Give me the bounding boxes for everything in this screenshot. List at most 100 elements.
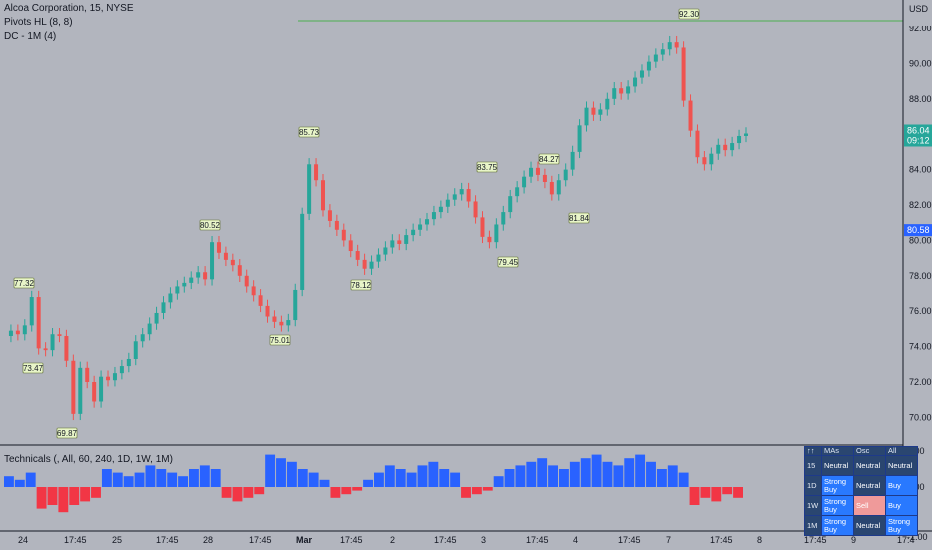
histogram-bar [515,465,526,487]
candle-body [265,305,270,317]
pivot-label: 77.32 [14,279,35,288]
candle-body [626,86,631,94]
time-tick-label: 17:45 [434,535,457,545]
histogram-bar [36,487,47,509]
pivot-label: 83.75 [477,163,498,172]
candle-body [133,341,138,359]
time-tick-label: 17:45 [156,535,179,545]
histogram-bar [145,465,156,487]
candle-body [549,181,554,195]
histogram-bar [384,465,395,487]
time-tick-label: 8 [757,535,762,545]
histogram-bar [91,487,101,498]
histogram-bar [428,461,439,487]
histogram-bar [243,487,254,498]
candle-body [445,199,450,207]
histogram-bar [482,487,493,491]
pivot-label: 84.27 [539,155,560,164]
price-tick-label: 72.00 [909,377,932,387]
table-cell-osc: Sell [853,495,886,516]
price-tick-label: 84.00 [909,165,932,175]
histogram-bar [537,458,548,487]
histogram-bar [286,461,297,487]
pivot-label-box [476,161,498,173]
candle-body [175,286,180,294]
candle-body [494,224,499,243]
time-tick-label: 17:45 [340,535,363,545]
candle-body [112,373,117,381]
histogram-bar [101,469,112,487]
histogram-bar [352,487,363,491]
technicals-legend[interactable]: Technicals (, All, 60, 240, 1D, 1W, 1M) [4,454,173,465]
histogram-bar [602,461,613,487]
histogram-bar [254,487,265,495]
dc-level-label: 80.58 [907,225,930,235]
symbol-legend[interactable]: Alcoa Corporation, 15, NYSE [4,3,134,14]
technicals-histogram [4,454,743,513]
candle-body [182,282,187,287]
price-tick-label: 82.00 [909,200,932,210]
table-row-label: 15 [804,455,822,476]
pivot-label-box [199,219,221,231]
histogram-bar [406,472,417,487]
histogram-bar [439,469,450,487]
table-row-label: 1W [804,495,822,516]
currency-label: USD [909,4,929,14]
histogram-bar [646,461,656,487]
table-row-label: 1M [804,515,822,536]
candle-body [535,167,540,175]
histogram-bar [199,465,210,487]
candle-body [216,242,221,253]
candle-body [473,201,478,218]
candle-body [189,277,194,283]
candle-body [570,151,575,170]
price-tick-label: 88.00 [909,94,932,104]
candle-body [57,334,62,336]
candle-body [251,286,256,296]
histogram-bar [210,469,221,487]
price-tick-label: 92.00 [909,23,932,33]
histogram-bar [461,487,471,498]
pivot-label: 69.87 [57,429,78,438]
pivot-label-box [568,212,590,224]
candle-body [334,220,339,230]
candle-body [515,187,520,197]
dc-legend[interactable]: DC - 1M (4) [4,31,57,42]
candle-body [646,61,651,71]
candle-body [452,194,457,200]
pivots-legend[interactable]: Pivots HL (8, 8) [4,17,73,28]
table-cell-osc: Neutral [853,515,886,536]
candle-body [376,254,381,262]
table-cell-all: Buy [885,495,918,516]
candle-body [203,272,208,280]
table-header-tf: ↑↑ [804,446,822,456]
pivot-label-box [497,256,519,268]
pivot-label: 92.30 [679,10,700,19]
candle-body [737,135,742,144]
countdown-label: 09:12 [907,135,930,145]
candle-body [286,320,291,326]
candle-body [140,334,145,342]
histogram-bar [14,479,25,487]
time-tick-label: 7 [666,535,671,545]
candle-body [390,240,395,248]
time-tick-label: 17:45 [804,535,827,545]
last-price-label: 86.04 [907,125,930,135]
pivot-label: 79.45 [498,258,519,267]
candle-body [369,261,374,269]
histogram-bar [189,469,199,487]
pivot-label: 75.01 [270,336,291,345]
time-tick-label: 3 [481,535,486,545]
histogram-bar [47,487,58,505]
histogram-bar [265,454,276,487]
candle-body [431,212,436,220]
histogram-bar [733,487,743,498]
pivot-labels-layer: 77.32 73.47 69.87 80.52 75.01 85.73 78.12 83.75… [13,8,700,439]
table-cell-osc: Neutral [853,475,886,496]
dc-level-badge [904,224,932,237]
histogram-bar [580,458,591,487]
candle-body [279,321,284,326]
candles-layer [8,35,748,421]
histogram-bar [112,472,123,487]
